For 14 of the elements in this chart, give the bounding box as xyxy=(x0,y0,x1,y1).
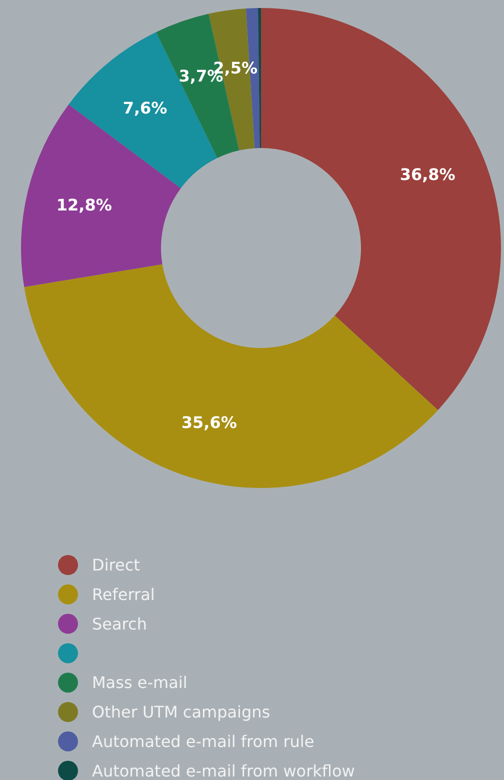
legend-label: Automated e-mail from rule xyxy=(92,732,314,751)
data-label: 36,8% xyxy=(400,165,456,184)
legend-label: Automated e-mail from workflow xyxy=(92,761,355,780)
legend-label: Other UTM campaigns xyxy=(92,702,270,722)
legend-label: Direct xyxy=(92,556,140,574)
legend-label: Search xyxy=(92,614,147,634)
legend-label: Referral xyxy=(92,584,155,604)
donut-slice xyxy=(261,8,501,410)
donut-slice xyxy=(258,8,261,148)
data-label: 35,6% xyxy=(181,412,237,432)
donut-slice xyxy=(24,264,438,488)
legend-label: Mass e-mail xyxy=(92,673,188,692)
data-label: 7,6% xyxy=(122,98,168,118)
data-label: 12,8% xyxy=(56,195,112,214)
